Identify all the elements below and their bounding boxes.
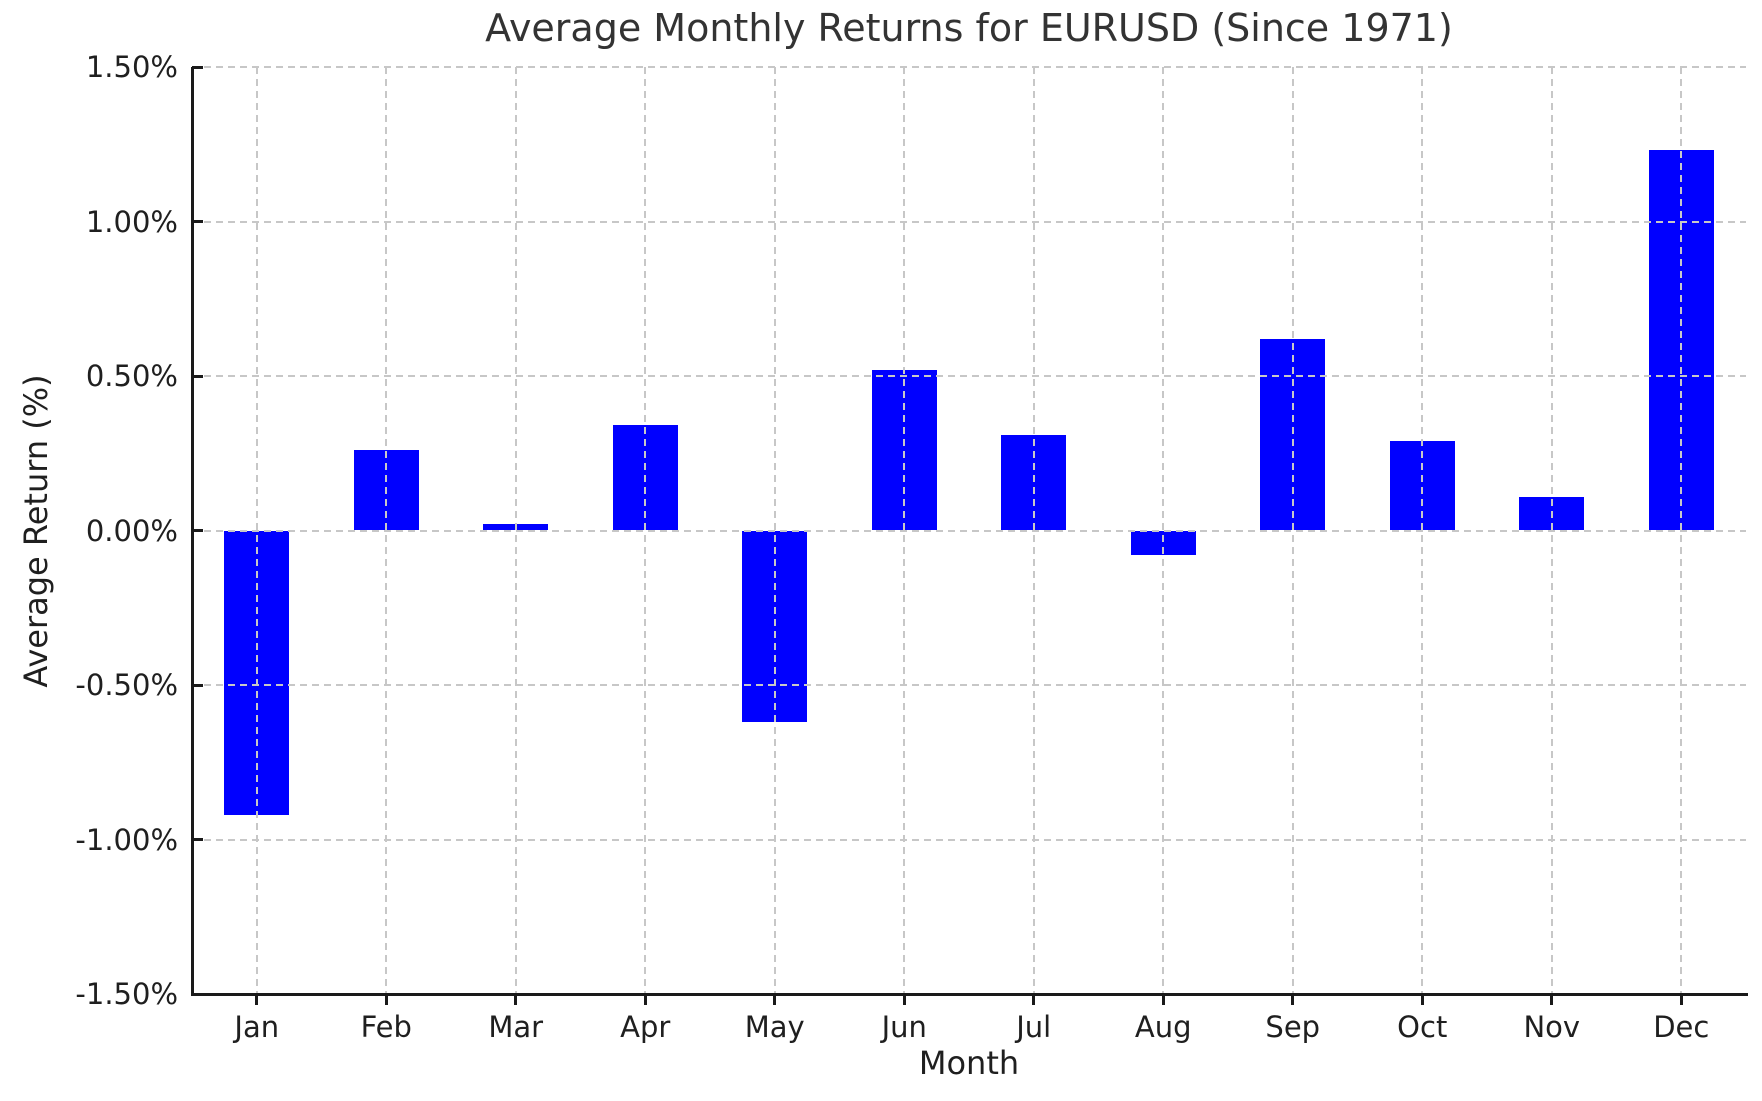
y-tick-mark <box>192 220 203 223</box>
chart-title: Average Monthly Returns for EURUSD (Sinc… <box>485 6 1453 50</box>
x-tick-label-nov: Nov <box>1523 1010 1581 1044</box>
gridline-v-jan <box>255 67 258 994</box>
x-tick-label-apr: Apr <box>620 1010 671 1044</box>
gridline-v-jun <box>903 67 906 994</box>
x-tick-label-may: May <box>744 1010 805 1044</box>
gridline-v-nov <box>1550 67 1553 994</box>
plot-area <box>192 65 1746 996</box>
y-tick-label: -1.00% <box>75 822 178 857</box>
x-tick-mark <box>514 994 518 1005</box>
gridline-v-sep <box>1291 67 1294 994</box>
gridline-v-oct <box>1421 67 1424 994</box>
x-tick-label-mar: Mar <box>488 1010 544 1044</box>
x-tick-mark <box>384 994 388 1005</box>
gridline-h-1.50% <box>192 66 1746 68</box>
x-tick-label-aug: Aug <box>1134 1010 1192 1044</box>
gridline-h-1.00% <box>192 220 1746 223</box>
x-tick-mark <box>1550 994 1554 1005</box>
x-tick-mark <box>773 994 777 1005</box>
x-tick-label-feb: Feb <box>360 1010 412 1044</box>
gridline-h--0.50% <box>192 684 1746 686</box>
x-tick-mark <box>1679 994 1683 1005</box>
y-tick-mark <box>192 992 203 996</box>
gridline-v-jul <box>1032 67 1035 994</box>
x-tick-mark <box>902 994 906 1005</box>
x-tick-label-dec: Dec <box>1653 1010 1710 1044</box>
y-tick-label: 1.00% <box>85 204 178 239</box>
gridline-v-feb <box>385 67 388 994</box>
gridline-v-may <box>773 67 776 994</box>
y-tick-mark <box>192 683 203 687</box>
y-tick-label: 0.00% <box>85 513 178 548</box>
y-tick-label: -1.50% <box>75 977 178 1011</box>
y-tick-mark <box>192 529 203 532</box>
y-tick-mark <box>192 838 203 841</box>
gridline-v-mar <box>514 67 517 994</box>
x-axis-label: Month <box>918 1044 1020 1082</box>
x-tick-mark <box>1420 994 1424 1005</box>
y-tick-mark <box>192 65 203 69</box>
gridline-h-0.00% <box>192 529 1746 532</box>
y-tick-label: 1.50% <box>85 50 178 84</box>
gridline-h--1.00% <box>192 838 1746 841</box>
x-tick-mark <box>255 994 259 1005</box>
x-tick-label-jul: Jul <box>1016 1010 1052 1044</box>
x-tick-mark <box>643 994 647 1005</box>
x-tick-mark <box>1032 994 1036 1005</box>
x-tick-mark <box>1291 994 1295 1005</box>
gridline-v-dec <box>1680 67 1683 994</box>
y-tick-label: -0.50% <box>75 668 178 702</box>
x-tick-label-oct: Oct <box>1397 1010 1448 1044</box>
gridline-v-aug <box>1162 67 1165 994</box>
x-tick-mark <box>1161 994 1165 1005</box>
y-tick-label: 0.50% <box>85 359 178 393</box>
gridline-h-0.50% <box>192 375 1746 377</box>
x-tick-label-sep: Sep <box>1265 1010 1321 1044</box>
y-axis-label: Average Return (%) <box>17 373 55 688</box>
x-tick-label-jun: Jun <box>881 1010 927 1044</box>
x-tick-label-jan: Jan <box>234 1010 280 1044</box>
y-tick-mark <box>192 374 203 378</box>
gridline-v-apr <box>644 67 647 994</box>
x-axis-spine <box>190 992 1748 996</box>
